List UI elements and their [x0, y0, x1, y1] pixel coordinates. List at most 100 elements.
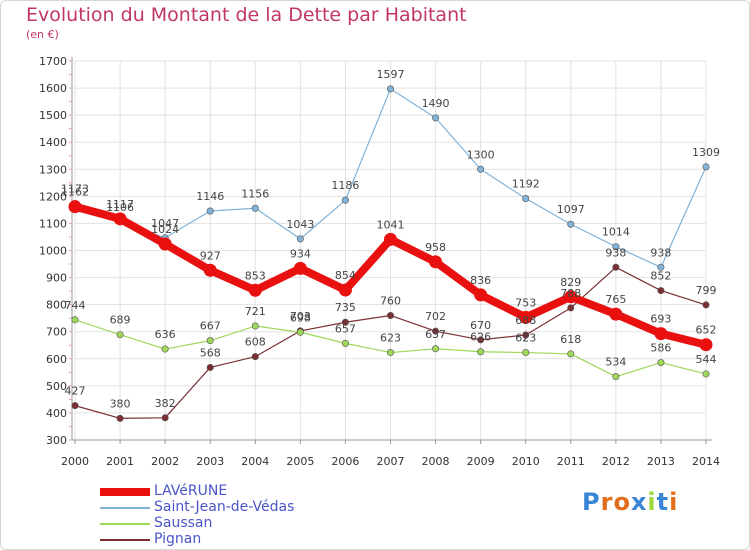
data-label-saint-jean-de-vedas: 1043 — [286, 218, 314, 231]
proxiti-logo: Proxiti — [582, 488, 678, 516]
data-point-saint-jean-de-vedas — [386, 85, 394, 93]
data-label-laverune: 934 — [290, 247, 311, 260]
x-tick-label: 2014 — [692, 455, 720, 468]
x-tick-label: 2007 — [377, 455, 405, 468]
legend-swatch-pignan — [100, 539, 150, 541]
data-label-pignan: 788 — [560, 287, 581, 300]
data-label-pignan: 852 — [650, 270, 671, 283]
x-tick-label: 2003 — [196, 455, 224, 468]
data-point-laverune — [519, 310, 533, 324]
data-label-pignan: 703 — [290, 310, 311, 323]
x-tick-label: 2012 — [602, 455, 630, 468]
data-point-saint-jean-de-vedas — [341, 196, 349, 204]
data-point-laverune — [158, 237, 172, 251]
data-point-saussan — [522, 349, 530, 357]
data-label-laverune: 927 — [200, 249, 221, 262]
data-label-saussan: 618 — [560, 333, 581, 346]
data-point-pignan — [567, 304, 575, 312]
x-tick-label: 2008 — [422, 455, 450, 468]
x-tick-label: 2000 — [61, 455, 89, 468]
data-point-saint-jean-de-vedas — [432, 114, 440, 122]
data-point-laverune — [429, 255, 443, 269]
data-label-laverune: 853 — [245, 269, 266, 282]
data-point-laverune — [293, 261, 307, 275]
data-label-saussan: 637 — [425, 328, 446, 341]
data-label-pignan: 382 — [155, 397, 176, 410]
y-tick-label: 1600 — [39, 82, 67, 95]
logo-letter: i — [647, 488, 657, 516]
data-label-laverune: 765 — [605, 293, 626, 306]
data-point-pignan — [612, 263, 620, 271]
y-tick-label: 300 — [46, 434, 67, 447]
data-point-saussan — [161, 345, 169, 353]
data-label-pignan: 688 — [515, 314, 536, 327]
data-label-laverune: 854 — [335, 269, 356, 282]
y-tick-label: 1400 — [39, 136, 67, 149]
data-point-saussan — [206, 337, 214, 345]
data-label-laverune: 1162 — [61, 186, 89, 199]
y-tick-label: 600 — [46, 353, 67, 366]
data-point-saussan — [296, 328, 304, 336]
data-point-pignan — [116, 414, 124, 422]
data-label-laverune: 1117 — [106, 198, 134, 211]
data-label-saussan: 623 — [515, 332, 536, 345]
data-label-saint-jean-de-vedas: 1192 — [512, 178, 540, 191]
data-point-saussan — [657, 359, 665, 367]
y-tick-label: 1500 — [39, 109, 67, 122]
x-tick-label: 2010 — [512, 455, 540, 468]
data-label-saint-jean-de-vedas: 1490 — [422, 97, 450, 110]
data-label-pignan: 608 — [245, 336, 266, 349]
data-point-saussan — [567, 350, 575, 358]
data-point-laverune — [203, 263, 217, 277]
x-tick-label: 2006 — [331, 455, 359, 468]
data-point-laverune — [474, 288, 488, 302]
data-point-laverune — [113, 212, 127, 226]
data-point-laverune — [384, 232, 397, 246]
data-label-saussan: 623 — [380, 332, 401, 345]
data-label-pignan: 670 — [470, 319, 491, 332]
data-label-saint-jean-de-vedas: 1014 — [602, 226, 630, 239]
data-point-laverune — [68, 200, 82, 214]
legend-swatch-saussan — [100, 523, 150, 525]
logo-letter: t — [656, 488, 670, 516]
data-point-laverune — [248, 283, 262, 297]
y-tick-label: 1200 — [39, 190, 67, 203]
y-tick-label: 800 — [46, 299, 67, 312]
data-label-saussan: 626 — [470, 331, 491, 344]
y-tick-label: 1300 — [39, 163, 67, 176]
data-label-pignan: 380 — [110, 397, 131, 410]
data-label-laverune: 652 — [696, 324, 717, 337]
data-label-laverune: 1024 — [151, 223, 179, 236]
data-label-saussan: 698 — [290, 311, 311, 324]
x-tick-label: 2001 — [106, 455, 134, 468]
data-point-pignan — [251, 353, 259, 361]
data-label-saint-jean-de-vedas: 1047 — [151, 217, 179, 230]
data-label-saint-jean-de-vedas: 1597 — [377, 68, 405, 81]
legend-swatch-saint-jean-de-vedas — [100, 507, 150, 509]
data-label-saint-jean-de-vedas: 1309 — [692, 146, 720, 159]
data-label-saint-jean-de-vedas: 1146 — [196, 190, 224, 203]
data-labels: 1162 1117 1024 927 853 934 854 1041 958 836 753 829… — [61, 68, 720, 410]
data-label-saussan: 744 — [65, 299, 86, 312]
data-point-saint-jean-de-vedas — [657, 263, 665, 271]
legend-label-saussan: Saussan — [154, 515, 213, 531]
data-label-saint-jean-de-vedas: 1097 — [557, 203, 585, 216]
data-point-saint-jean-de-vedas — [612, 243, 620, 251]
y-tick-label: 1700 — [39, 55, 67, 68]
data-point-pignan — [477, 336, 485, 344]
data-label-saussan: 721 — [245, 305, 266, 318]
data-label-saint-jean-de-vedas: 1173 — [61, 183, 89, 196]
data-point-pignan — [71, 402, 79, 410]
data-label-pignan: 938 — [605, 246, 626, 259]
data-label-pignan: 735 — [335, 301, 356, 314]
x-tick-label: 2011 — [557, 455, 585, 468]
y-tick-label: 500 — [46, 380, 67, 393]
data-label-laverune: 836 — [470, 274, 491, 287]
data-point-saint-jean-de-vedas — [251, 204, 259, 212]
y-tick-label: 1100 — [39, 217, 67, 230]
data-label-laverune: 1041 — [377, 218, 405, 231]
series-group — [68, 85, 713, 422]
y-tick-label: 1000 — [39, 245, 67, 258]
data-label-laverune: 753 — [515, 296, 536, 309]
data-point-pignan — [161, 414, 169, 422]
